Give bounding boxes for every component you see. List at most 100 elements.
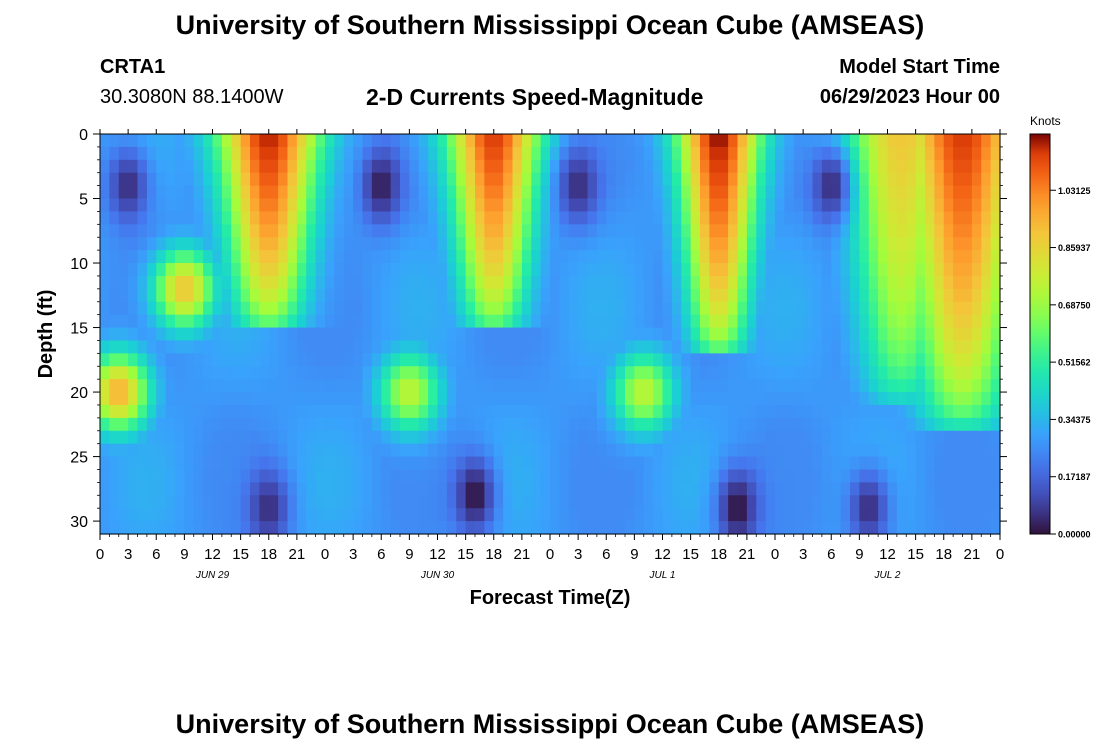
heatmap-cell <box>259 379 270 393</box>
heatmap-cell <box>550 263 560 277</box>
heatmap-cell <box>906 469 917 483</box>
heatmap-cell <box>962 430 973 445</box>
heatmap-cell <box>212 430 223 445</box>
heatmap-cell <box>887 340 898 354</box>
colorbar-tick-label: 0.00000 <box>1058 530 1091 540</box>
heatmap-cell <box>775 198 785 213</box>
heatmap-cell <box>887 146 898 161</box>
heatmap-cell <box>943 508 954 522</box>
heatmap-cell <box>100 263 110 277</box>
heatmap-cell <box>371 198 382 213</box>
heatmap-cell <box>943 469 954 483</box>
heatmap-cell <box>559 237 570 251</box>
heatmap-cell <box>381 482 392 496</box>
heatmap-cell <box>512 353 523 367</box>
heatmap-cell <box>559 288 570 303</box>
heatmap-cell <box>165 469 176 483</box>
heatmap-cell <box>240 185 251 200</box>
heatmap-cell <box>268 146 279 161</box>
heatmap-cell <box>643 404 654 419</box>
heatmap-cell <box>962 495 973 509</box>
heatmap-cell <box>193 404 204 419</box>
heatmap-cell <box>203 469 214 483</box>
heatmap-cell <box>503 314 514 329</box>
heatmap-cell <box>821 301 832 316</box>
heatmap-cell <box>400 392 410 406</box>
x-tick-label: 12 <box>654 546 671 563</box>
heatmap-cell <box>287 185 298 200</box>
heatmap-cell <box>812 456 823 471</box>
heatmap-cell <box>493 224 504 238</box>
heatmap-cell <box>465 443 476 458</box>
heatmap-cell <box>587 443 598 458</box>
heatmap-cell <box>296 288 307 303</box>
heatmap-cell <box>840 275 851 290</box>
heatmap-cell <box>681 353 692 367</box>
heatmap-cell <box>625 237 635 251</box>
heatmap-cell <box>728 495 739 509</box>
heatmap-cell <box>775 392 785 406</box>
heatmap-cell <box>634 353 645 367</box>
heatmap-cell <box>709 443 720 458</box>
heatmap-cell <box>990 288 1001 303</box>
heatmap-cell <box>540 353 551 367</box>
heatmap-cell <box>484 224 495 238</box>
heatmap-cell <box>484 185 495 200</box>
heatmap-cell <box>850 456 860 471</box>
heatmap-cell <box>662 430 673 445</box>
heatmap-cell <box>437 263 448 277</box>
heatmap-cell <box>212 404 223 419</box>
heatmap-cell <box>100 172 110 187</box>
heatmap-cell <box>662 237 673 251</box>
heatmap-cell <box>296 482 307 496</box>
heatmap-cell <box>231 159 242 174</box>
heatmap-cell <box>578 430 589 445</box>
colorbar-tick-label: 0.17187 <box>1058 472 1091 482</box>
heatmap-cell <box>343 404 354 419</box>
heatmap-cell <box>428 469 439 483</box>
heatmap-cell <box>859 327 870 342</box>
heatmap-cell <box>784 288 795 303</box>
heatmap-cell <box>493 275 504 290</box>
heatmap-cell <box>653 224 664 238</box>
heatmap-cell <box>962 198 973 213</box>
heatmap-cell <box>381 172 392 187</box>
heatmap-cell <box>390 263 401 277</box>
heatmap-cell <box>231 404 242 419</box>
heatmap-cell <box>934 404 945 419</box>
heatmap-cell <box>821 263 832 277</box>
heatmap-cell <box>671 469 682 483</box>
heatmap-cell <box>728 237 739 251</box>
heatmap-cell <box>156 327 167 342</box>
heatmap-cell <box>156 263 167 277</box>
heatmap-cell <box>962 404 973 419</box>
heatmap-cell <box>259 172 270 187</box>
heatmap-cell <box>587 508 598 522</box>
heatmap-cell <box>775 379 785 393</box>
heatmap-cell <box>681 263 692 277</box>
heatmap-cell <box>400 404 410 419</box>
heatmap-cell <box>484 417 495 432</box>
heatmap-cell <box>990 250 1001 264</box>
heatmap-cell <box>840 146 851 161</box>
x-tick-label: 15 <box>457 546 474 563</box>
heatmap-cell <box>971 159 982 174</box>
heatmap-cell <box>868 185 879 200</box>
heatmap-cell <box>418 301 429 316</box>
heatmap-cell <box>203 314 214 329</box>
heatmap-cell <box>906 417 917 432</box>
heatmap-cell <box>287 417 298 432</box>
heatmap-cell <box>353 185 364 200</box>
heatmap-cell <box>671 521 682 535</box>
heatmap-cell <box>390 508 401 522</box>
heatmap-cell <box>353 159 364 174</box>
heatmap-cell <box>446 430 457 445</box>
heatmap-cell <box>353 495 364 509</box>
heatmap-cell <box>746 443 757 458</box>
heatmap-cell <box>531 314 542 329</box>
heatmap-cell <box>128 224 139 238</box>
heatmap-cell <box>521 185 532 200</box>
heatmap-cell <box>840 134 851 148</box>
heatmap-cell <box>259 392 270 406</box>
heatmap-cell <box>156 198 167 213</box>
